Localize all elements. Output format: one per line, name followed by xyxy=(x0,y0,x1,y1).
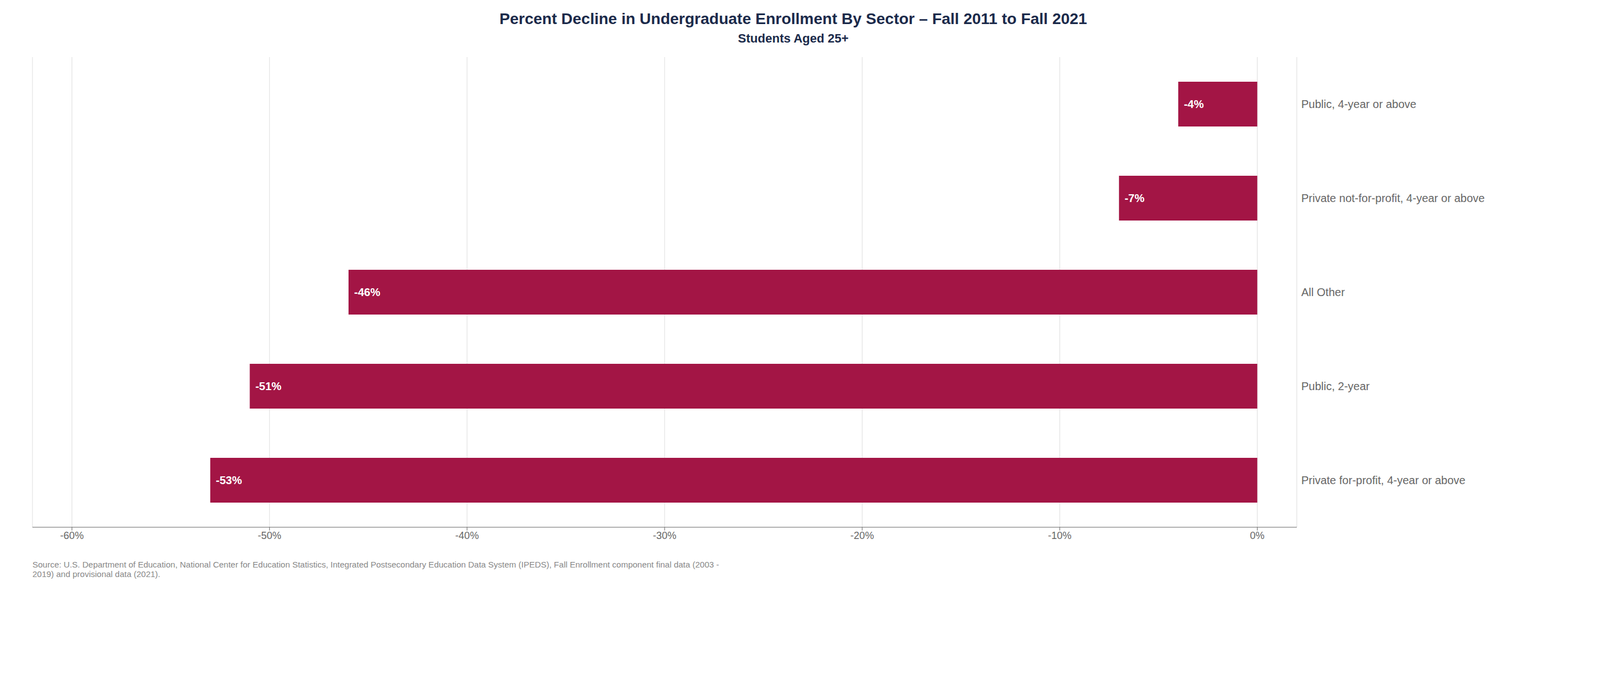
svg-text:-53%: -53% xyxy=(215,473,243,487)
svg-text:-7%: -7% xyxy=(1124,191,1145,205)
svg-text:-4%: -4% xyxy=(1183,97,1204,111)
html-text:Source: U.S. Department of Edu: Source: U.S. Department of Education, Na… xyxy=(32,559,720,579)
html-text:Percent Decline in Undergradua: Percent Decline in Undergraduate Enrollm… xyxy=(499,10,1088,28)
svg-text:0%: 0% xyxy=(1249,529,1265,541)
svg-text:-50%: -50% xyxy=(257,529,282,541)
svg-text:-30%: -30% xyxy=(652,529,677,541)
svg-text:Public, 4-year or above: Public, 4-year or above xyxy=(1301,97,1417,111)
svg-text:-46%: -46% xyxy=(354,285,381,299)
svg-text:-10%: -10% xyxy=(1047,529,1072,541)
html-text:Students Aged 25+: Students Aged 25+ xyxy=(737,31,849,46)
svg-text:-60%: -60% xyxy=(60,529,84,541)
svg-text:Private not-for-profit, 4-year: Private not-for-profit, 4-year or above xyxy=(1301,191,1485,205)
svg-text:-51%: -51% xyxy=(255,379,282,393)
svg-text:All Other: All Other xyxy=(1301,285,1345,299)
svg-text:Private for-profit, 4-year or: Private for-profit, 4-year or above xyxy=(1301,473,1466,487)
svg-text:-20%: -20% xyxy=(850,529,874,541)
svg-text:Public, 2-year: Public, 2-year xyxy=(1301,379,1371,393)
svg-text:-40%: -40% xyxy=(455,529,479,541)
